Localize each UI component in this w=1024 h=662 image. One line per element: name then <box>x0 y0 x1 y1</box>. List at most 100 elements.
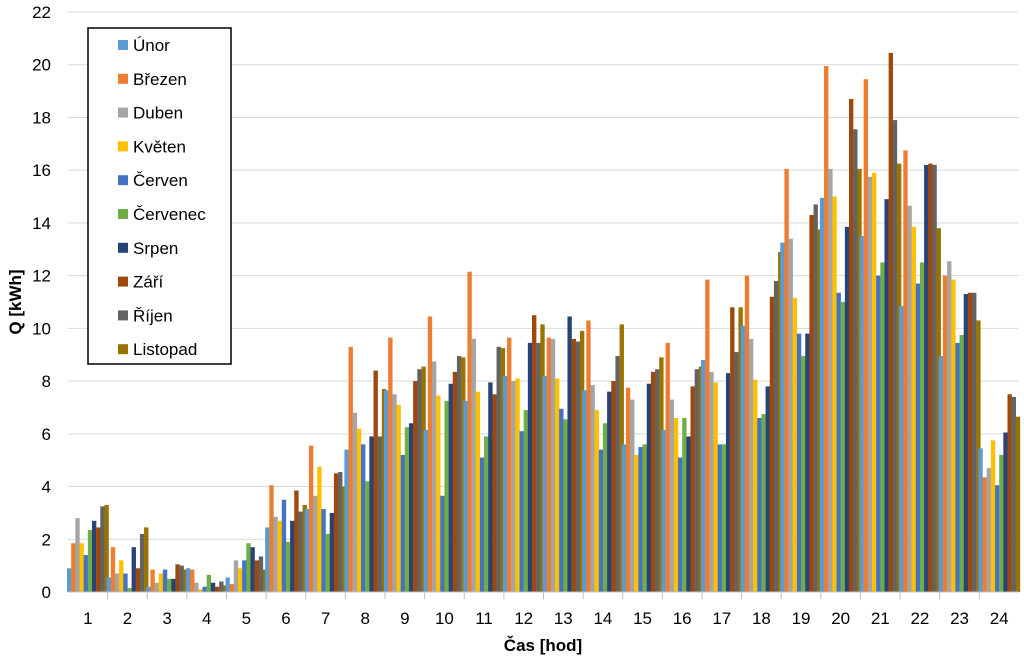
y-tick-labels: 0 2 4 6 8 10 12 14 16 18 20 22 <box>32 3 51 602</box>
bar <box>167 578 172 592</box>
bar <box>867 176 873 592</box>
bar <box>792 298 798 592</box>
bar <box>986 468 992 592</box>
bar <box>769 296 775 592</box>
bar <box>440 495 445 592</box>
bar <box>496 346 501 592</box>
legend-swatch <box>118 310 128 321</box>
bar <box>427 316 433 592</box>
bar <box>888 52 893 593</box>
bar <box>995 485 1000 592</box>
x-tick-label: 10 <box>435 609 454 628</box>
bar <box>329 512 335 592</box>
legend-box <box>87 27 232 365</box>
bar <box>673 418 679 592</box>
legend-swatch <box>118 344 128 355</box>
bar <box>536 342 541 592</box>
bar <box>919 262 925 592</box>
legend-swatch <box>118 209 128 219</box>
bar <box>444 400 449 592</box>
bar <box>819 197 825 593</box>
bar <box>488 382 493 592</box>
bar <box>298 511 303 592</box>
bar <box>559 408 564 592</box>
bar <box>955 342 960 592</box>
bar <box>938 356 944 592</box>
bar <box>304 508 310 592</box>
y-tick-label: 0 <box>42 583 51 602</box>
y-tick-label: 12 <box>32 267 51 286</box>
bar <box>313 495 318 592</box>
bar <box>542 375 547 592</box>
bar <box>100 506 105 592</box>
bar <box>594 410 599 592</box>
bar <box>598 449 604 592</box>
bar <box>761 414 766 592</box>
bar <box>571 338 576 592</box>
bar <box>809 215 814 592</box>
bar <box>369 436 374 592</box>
bar <box>717 444 723 592</box>
bar <box>250 547 255 592</box>
bar <box>325 534 330 592</box>
bar <box>694 369 700 592</box>
bar <box>190 569 195 592</box>
legend-swatch <box>118 175 128 186</box>
y-axis-title: Q [kWh] <box>6 269 25 334</box>
y-tick-label: 4 <box>42 478 51 497</box>
bar <box>682 418 687 592</box>
bar <box>967 292 973 592</box>
bar <box>678 457 683 592</box>
bar <box>144 527 149 592</box>
bar <box>999 454 1004 592</box>
y-tick-label: 10 <box>32 319 51 338</box>
legend-label: Listopad <box>133 340 197 359</box>
bar <box>507 337 512 592</box>
bar <box>911 226 916 593</box>
bar <box>575 341 581 592</box>
legend-label: Březen <box>133 70 187 89</box>
legend-swatch <box>118 40 128 50</box>
bar <box>229 584 235 592</box>
bar <box>413 381 418 592</box>
bar <box>377 436 383 592</box>
bar <box>467 271 472 592</box>
bar <box>630 399 635 592</box>
bar <box>344 449 349 592</box>
legend-label: Únor <box>133 36 170 55</box>
bar <box>246 543 251 592</box>
bar <box>567 316 572 592</box>
legend-label: Duben <box>133 104 183 123</box>
bar <box>892 120 898 592</box>
bar <box>753 379 758 592</box>
bar <box>67 568 72 592</box>
x-tick-label: 7 <box>321 609 330 628</box>
bar <box>392 394 397 592</box>
bar <box>91 520 97 592</box>
bar <box>79 543 84 592</box>
bar <box>233 560 239 592</box>
bar <box>338 472 343 592</box>
y-tick-label: 22 <box>32 3 51 22</box>
bar <box>527 342 533 592</box>
y-tick-label: 6 <box>42 425 51 444</box>
bar <box>903 150 908 592</box>
bar <box>563 419 568 592</box>
bar <box>431 361 437 592</box>
bar <box>269 485 274 592</box>
bar <box>321 508 326 592</box>
bar <box>721 444 727 592</box>
bar <box>765 386 770 592</box>
bar <box>634 454 639 592</box>
legend-swatch <box>118 73 128 84</box>
bar <box>484 436 489 592</box>
x-tick-label: 5 <box>242 609 251 628</box>
bar <box>880 262 885 592</box>
bar <box>281 499 287 592</box>
bar <box>947 261 952 592</box>
bar <box>796 333 802 592</box>
bar <box>87 530 93 592</box>
bar <box>254 560 259 592</box>
bar <box>352 412 358 592</box>
x-tick-label: 4 <box>202 609 211 628</box>
